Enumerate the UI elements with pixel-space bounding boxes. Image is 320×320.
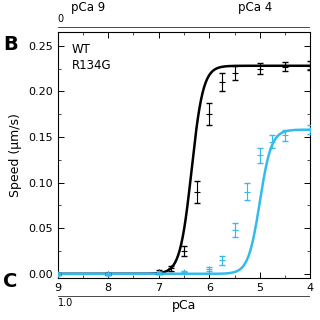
Legend: WT, R134G: WT, R134G	[63, 38, 116, 77]
Text: 0: 0	[58, 14, 64, 24]
Text: B: B	[3, 35, 18, 54]
Y-axis label: Speed (μm/s): Speed (μm/s)	[9, 113, 22, 197]
X-axis label: pCa: pCa	[172, 299, 196, 312]
Text: C: C	[3, 272, 18, 291]
Text: pCa 4: pCa 4	[238, 1, 272, 14]
Text: pCa 9: pCa 9	[71, 1, 105, 14]
Text: 1.0: 1.0	[58, 298, 73, 308]
